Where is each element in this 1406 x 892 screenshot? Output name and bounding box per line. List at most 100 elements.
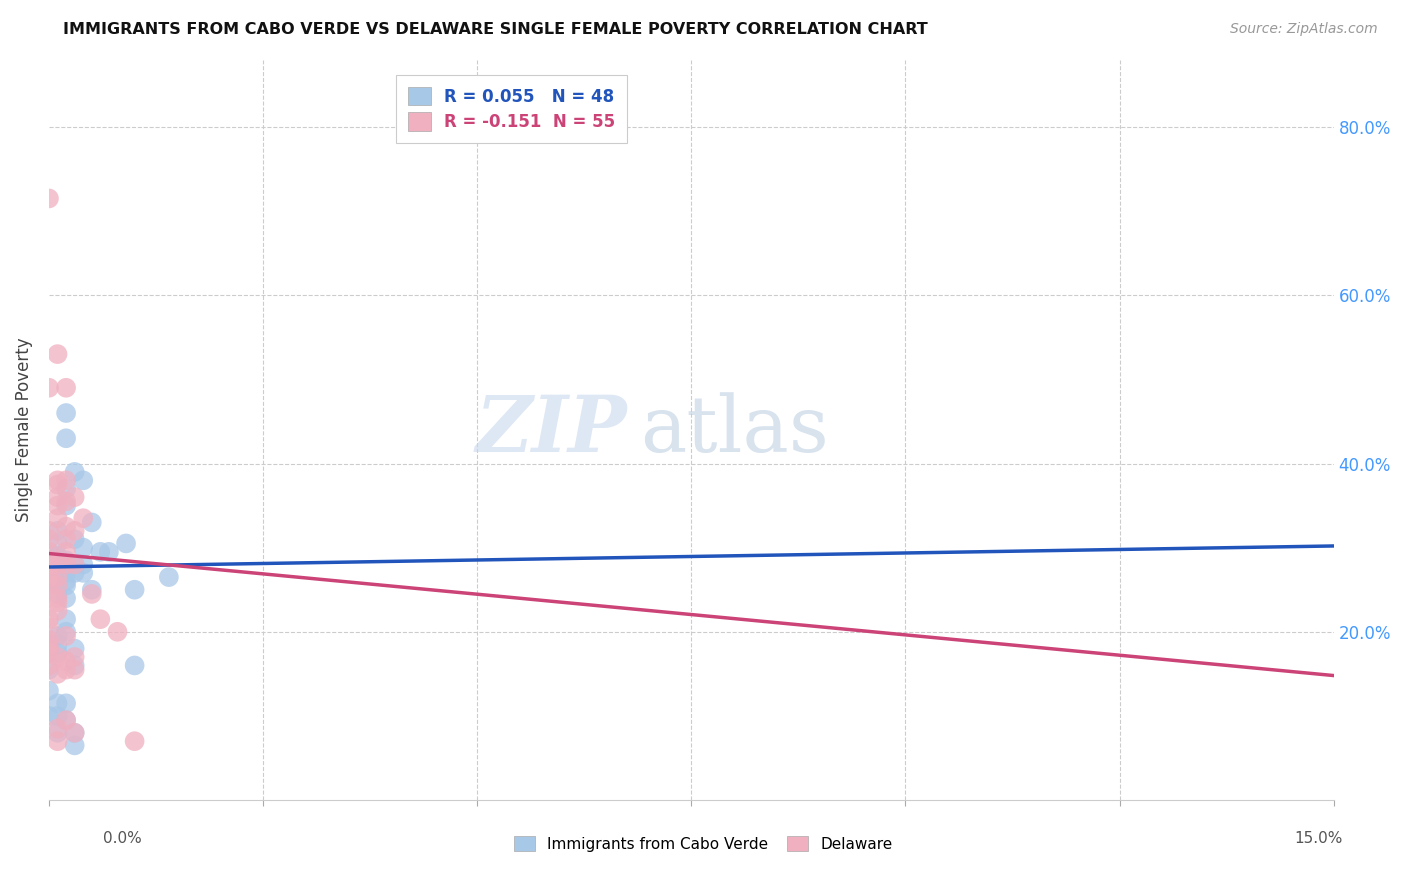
Point <box>55 545 77 559</box>
Point <box>55 406 77 420</box>
Point <box>72 558 94 572</box>
Point <box>157 570 180 584</box>
Point <box>63 725 86 739</box>
Point <box>89 545 111 559</box>
Point <box>46 499 69 513</box>
Point <box>46 524 69 538</box>
Point <box>46 578 69 592</box>
Point <box>46 477 69 491</box>
Point <box>63 663 86 677</box>
Point <box>46 570 69 584</box>
Point <box>63 558 86 572</box>
Point <box>115 536 138 550</box>
Point <box>38 533 60 547</box>
Point <box>107 624 129 639</box>
Point <box>55 574 77 589</box>
Point <box>80 582 103 597</box>
Point <box>63 641 86 656</box>
Point <box>38 633 60 648</box>
Point <box>46 347 69 361</box>
Point <box>55 499 77 513</box>
Point <box>124 658 146 673</box>
Point <box>124 734 146 748</box>
Point <box>55 431 77 445</box>
Point <box>38 553 60 567</box>
Point <box>46 595 69 609</box>
Point <box>38 578 60 592</box>
Text: atlas: atlas <box>640 392 828 467</box>
Text: IMMIGRANTS FROM CABO VERDE VS DELAWARE SINGLE FEMALE POVERTY CORRELATION CHART: IMMIGRANTS FROM CABO VERDE VS DELAWARE S… <box>63 22 928 37</box>
Point <box>55 578 77 592</box>
Point <box>46 604 69 618</box>
Y-axis label: Single Female Poverty: Single Female Poverty <box>15 337 32 522</box>
Point <box>89 612 111 626</box>
Point <box>46 646 69 660</box>
Point <box>46 734 69 748</box>
Point <box>55 519 77 533</box>
Point <box>38 545 60 559</box>
Point <box>55 558 77 572</box>
Point <box>72 566 94 580</box>
Point <box>46 722 69 736</box>
Point <box>46 709 69 723</box>
Point <box>55 494 77 508</box>
Point <box>38 612 60 626</box>
Point <box>46 511 69 525</box>
Point <box>55 663 77 677</box>
Point <box>55 553 77 567</box>
Point <box>46 591 69 606</box>
Point <box>55 612 77 626</box>
Point <box>63 650 86 665</box>
Point <box>72 511 94 525</box>
Point <box>55 473 77 487</box>
Point <box>38 570 60 584</box>
Point <box>46 725 69 739</box>
Text: ZIP: ZIP <box>475 392 627 468</box>
Text: Source: ZipAtlas.com: Source: ZipAtlas.com <box>1230 22 1378 37</box>
Point <box>38 558 60 572</box>
Text: 15.0%: 15.0% <box>1295 831 1343 847</box>
Point <box>55 713 77 727</box>
Point <box>63 558 86 572</box>
Point <box>63 465 86 479</box>
Point <box>38 191 60 205</box>
Point <box>97 545 120 559</box>
Text: 0.0%: 0.0% <box>103 831 142 847</box>
Point <box>124 582 146 597</box>
Point <box>46 637 69 651</box>
Point <box>55 696 77 710</box>
Point <box>55 381 77 395</box>
Point <box>38 641 60 656</box>
Point <box>46 473 69 487</box>
Point <box>72 473 94 487</box>
Point <box>38 566 60 580</box>
Point <box>80 516 103 530</box>
Point <box>38 646 60 660</box>
Point <box>38 683 60 698</box>
Point <box>80 587 103 601</box>
Point <box>46 696 69 710</box>
Point <box>63 533 86 547</box>
Point <box>38 637 60 651</box>
Point <box>46 650 69 665</box>
Point <box>63 566 86 580</box>
Point <box>38 621 60 635</box>
Point <box>55 713 77 727</box>
Point <box>55 566 77 580</box>
Point <box>63 658 86 673</box>
Point <box>46 587 69 601</box>
Point <box>38 663 60 677</box>
Point <box>63 524 86 538</box>
Legend: Immigrants from Cabo Verde, Delaware: Immigrants from Cabo Verde, Delaware <box>506 828 900 859</box>
Point <box>55 591 77 606</box>
Point <box>38 709 60 723</box>
Point <box>46 666 69 681</box>
Point <box>55 624 77 639</box>
Point <box>55 629 77 643</box>
Point <box>46 629 69 643</box>
Point <box>55 482 77 496</box>
Point <box>46 578 69 592</box>
Point <box>46 490 69 504</box>
Point <box>46 549 69 563</box>
Point <box>55 533 77 547</box>
